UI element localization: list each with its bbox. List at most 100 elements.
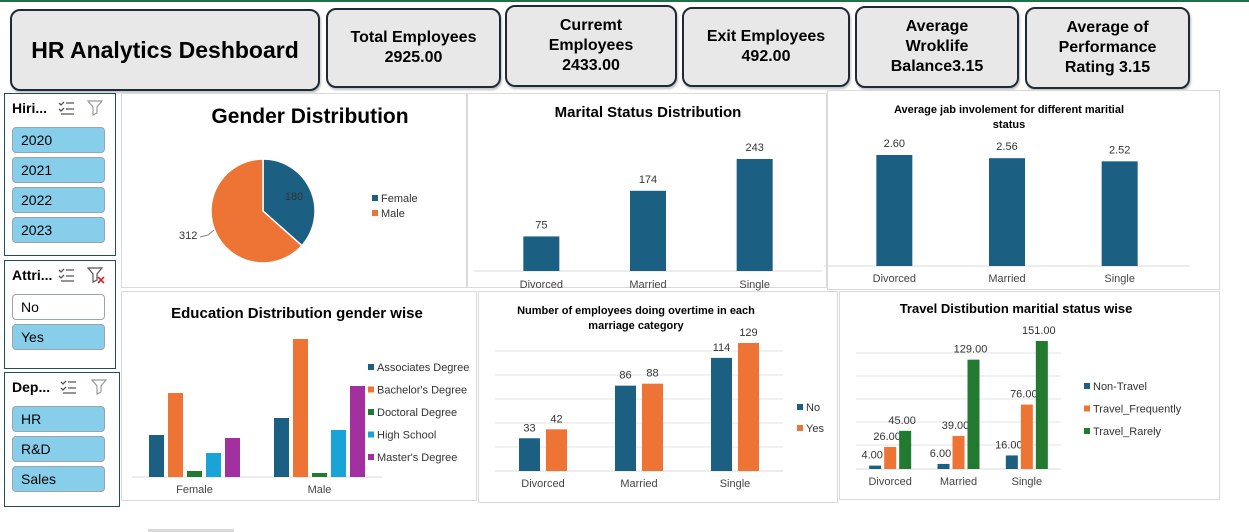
kpi-performance-rating-text: Average of Performance Rating 3.15: [1058, 19, 1157, 76]
bar-non-travel-married: [937, 463, 950, 469]
dashboard-title: HR Analytics Deshboard: [31, 36, 299, 63]
data-label-yes-single: 129: [739, 327, 757, 339]
bar-high-school-female: [206, 453, 221, 477]
bar-travel-rarely-single: [1035, 341, 1048, 469]
education-distribution-chart[interactable]: Education Distribution gender wise Female…: [121, 291, 477, 501]
bar-travel-frequently-married: [952, 435, 965, 469]
slicer-item-rnd[interactable]: R&D: [12, 436, 105, 462]
x-tick-married: Married: [988, 273, 1025, 285]
bar-married: [630, 190, 666, 271]
slicer-item-2023[interactable]: 2023: [12, 217, 105, 243]
multi-select-icon[interactable]: [57, 99, 75, 117]
x-tick-female: Female: [176, 484, 213, 496]
education-chart-canvas: Education Distribution gender wise Female…: [132, 305, 469, 496]
data-label-yes-divorced: 42: [550, 413, 562, 425]
legend-swatch-doctoral-degree: [368, 409, 374, 415]
legend-swatch-male: [372, 210, 378, 216]
gender-chart-canvas: Gender Distribution 180 312 Female Male: [179, 105, 418, 264]
bar-master-s-degree-male: [350, 386, 365, 477]
legend-swatch-yes: [797, 425, 803, 431]
data-label-no-single: 114: [713, 342, 731, 354]
slicer-item-2020[interactable]: 2020: [12, 127, 105, 153]
marital-status-chart[interactable]: Marital Status Distribution 75 Divorced 174…: [467, 93, 827, 291]
chart-title-line-1: Number of employees doing overtime in ea…: [517, 305, 755, 317]
legend-swatch-female: [372, 195, 378, 201]
data-label-single: 243: [745, 142, 763, 154]
data-label-divorced: 2.60: [884, 138, 905, 150]
x-tick-divorced: Divorced: [520, 279, 563, 291]
clear-filter-icon[interactable]: [87, 99, 105, 117]
travel-chart-canvas: Travel Distibution maritial status wise 4…: [856, 301, 1182, 488]
legend-label-travel-rarely: Travel_Rarely: [1093, 426, 1162, 438]
slicer-item-sales[interactable]: Sales: [12, 466, 105, 492]
multi-select-icon[interactable]: [57, 266, 75, 284]
data-label-non-travel-married: 6.00: [930, 448, 951, 460]
x-tick-married: Married: [620, 478, 657, 490]
kpi-current-employees: Curremt Employees 2433.00: [505, 5, 677, 87]
bar-divorced: [523, 236, 560, 271]
bar-yes-married: [642, 383, 663, 471]
bar-high-school-male: [331, 430, 346, 477]
slicer-item-2021[interactable]: 2021: [12, 157, 105, 183]
bar-non-travel-single: [1005, 455, 1018, 469]
data-label-travel-frequently-divorced: 26.00: [873, 431, 901, 443]
legend-swatch-travel-frequently: [1084, 405, 1090, 412]
job-involvement-chart[interactable]: Average jab involement for different mar…: [824, 90, 1220, 290]
bar-travel-rarely-divorced: [899, 430, 912, 469]
legend-swatch-no: [797, 404, 803, 410]
marital-chart-canvas: Marital Status Distribution 75 Divorced 174…: [474, 104, 822, 291]
data-label-non-travel-single: 16.00: [995, 439, 1023, 451]
data-label-married: 174: [639, 174, 657, 186]
data-label-travel-frequently-married: 39.00: [942, 420, 970, 432]
bar-associates-degree-male: [274, 418, 289, 477]
slicer-item-hr[interactable]: HR: [12, 406, 105, 432]
overtime-chart-canvas: Number of employees doing overtime in ea…: [495, 305, 824, 490]
x-tick-divorced: Divorced: [521, 478, 564, 490]
kpi-exit-employees-text: Exit Employees 492.00: [706, 28, 826, 65]
legend-swatch-travel-rarely: [1084, 428, 1090, 434]
x-tick-divorced: Divorced: [868, 476, 911, 488]
data-label-male: 312: [179, 230, 197, 242]
clear-filter-active-icon[interactable]: [87, 266, 105, 284]
bar-associates-degree-female: [149, 435, 164, 477]
slicer-item-yes[interactable]: Yes: [12, 324, 105, 350]
data-label-no-married: 86: [619, 370, 631, 382]
bar-doctoral-degree-male: [312, 473, 327, 477]
bar-no-married: [615, 385, 636, 471]
bar-single: [1101, 161, 1138, 266]
x-tick-married: Married: [629, 279, 666, 291]
chart-title-line-2: status: [993, 119, 1025, 131]
chart-title: Education Distribution gender wise: [171, 305, 423, 322]
legend-swatch-associates-degree: [368, 364, 374, 370]
legend-label-no: No: [806, 402, 820, 414]
data-label-single: 2.52: [1109, 144, 1130, 156]
x-tick-single: Single: [720, 478, 751, 490]
x-tick-single: Single: [1104, 273, 1135, 285]
slicer-department: Dep... HR R&D Sales: [4, 372, 120, 507]
kpi-performance-rating: Average of Performance Rating 3.15: [1025, 7, 1190, 89]
legend-swatch-high-school: [368, 431, 374, 438]
slicer-attrition: Attri... No Yes: [4, 260, 116, 369]
x-tick-single: Single: [739, 279, 770, 291]
legend-label-travel-frequently: Travel_Frequently: [1093, 404, 1182, 416]
multi-select-icon[interactable]: [59, 378, 77, 396]
kpi-worklife-balance-text: Average Wroklife Balance3.15: [890, 18, 984, 75]
slicer-item-no[interactable]: No: [12, 294, 105, 320]
pie-slice-male: [210, 158, 303, 264]
clear-filter-icon[interactable]: [91, 378, 109, 396]
slicer-hiring-title: Hiri...: [12, 100, 48, 116]
kpi-total-employees: Total Employees 2925.00: [326, 8, 501, 88]
slicer-item-2022[interactable]: 2022: [12, 187, 105, 213]
bar-no-single: [711, 357, 732, 471]
gender-distribution-chart[interactable]: Gender Distribution 180 312 Female Male: [121, 93, 467, 288]
bar-doctoral-degree-female: [187, 471, 202, 477]
kpi-current-employees-text: Curremt Employees 2433.00: [548, 17, 634, 74]
travel-distribution-chart[interactable]: Travel Distibution maritial status wise 4…: [839, 291, 1220, 500]
overtime-chart[interactable]: Number of employees doing overtime in ea…: [478, 291, 838, 503]
sheet-scroll-indicator[interactable]: [148, 529, 234, 532]
chart-title-line-2: marriage category: [588, 320, 684, 332]
bar-single: [736, 159, 773, 271]
bar-non-travel-divorced: [869, 465, 882, 469]
bar-yes-single: [738, 343, 759, 471]
data-label-yes-married: 88: [646, 368, 658, 380]
